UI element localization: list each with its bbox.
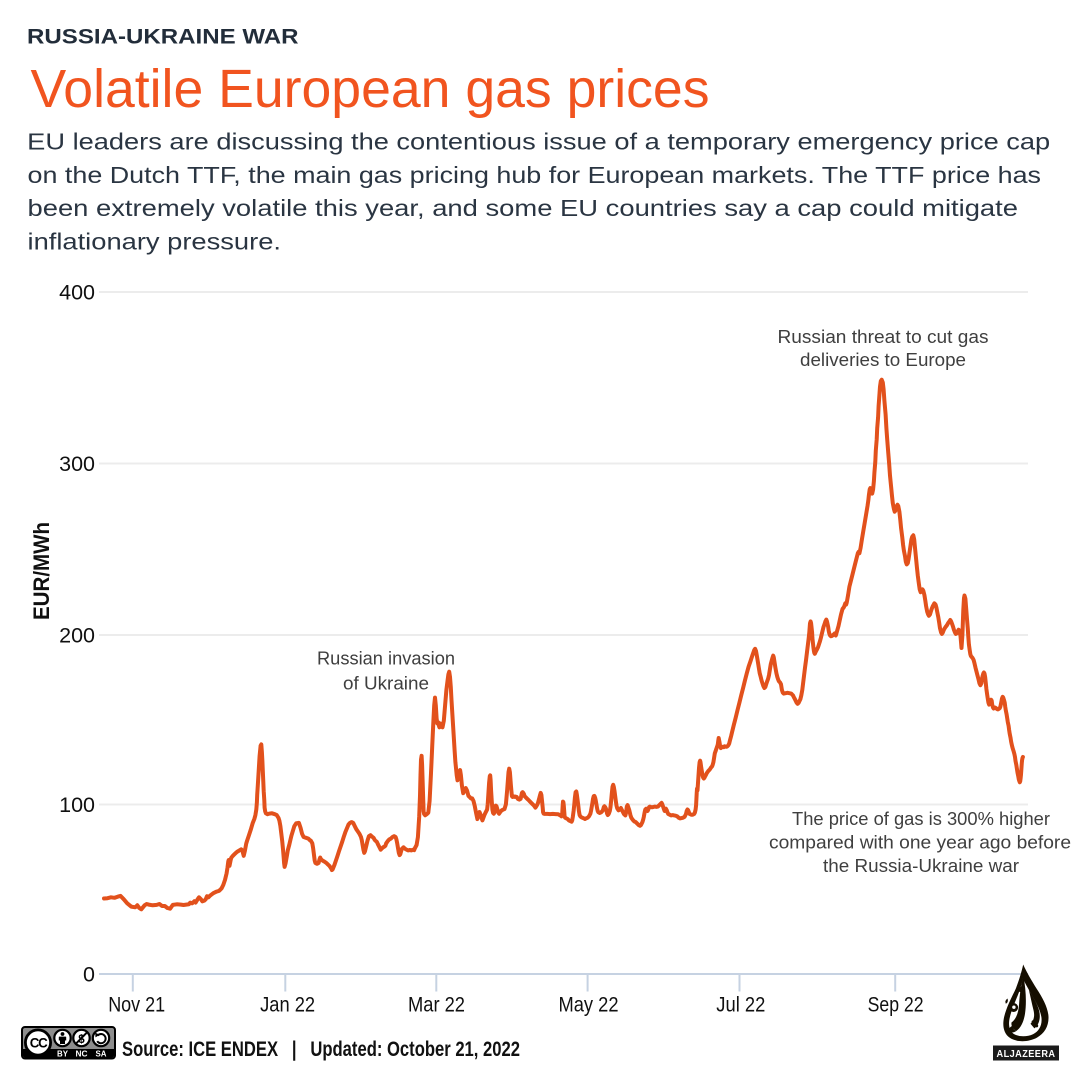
svg-text:of Ukraine: of Ukraine (343, 672, 429, 693)
svg-text:Jul 22: Jul 22 (716, 993, 765, 1017)
svg-text:RUSSIA-UKRAINE WAR: RUSSIA-UKRAINE WAR (27, 25, 299, 49)
svg-text:on the Dutch TTF, the main gas: on the Dutch TTF, the main gas pricing h… (28, 162, 1042, 188)
svg-text:Mar 22: Mar 22 (408, 993, 465, 1017)
svg-text:BY: BY (57, 1050, 69, 1059)
svg-text:May 22: May 22 (559, 993, 619, 1017)
svg-text:Russian threat to cut gas: Russian threat to cut gas (778, 326, 989, 347)
svg-text:Russian invasion: Russian invasion (317, 647, 455, 668)
svg-text:SA: SA (96, 1050, 107, 1059)
svg-text:CC: CC (30, 1035, 48, 1051)
svg-text:400: 400 (59, 281, 95, 305)
svg-text:Volatile European gas prices: Volatile European gas prices (31, 60, 710, 119)
svg-text:$: $ (78, 1034, 85, 1046)
svg-text:been extremely volatile this y: been extremely volatile this year, and s… (28, 195, 1018, 221)
svg-text:Sep 22: Sep 22 (868, 993, 924, 1017)
svg-text:EU leaders are discussing the: EU leaders are discussing the contentiou… (27, 129, 1050, 155)
svg-text:deliveries to Europe: deliveries to Europe (800, 349, 966, 370)
svg-text:ALJAZEERA: ALJAZEERA (997, 1048, 1056, 1060)
svg-text:Nov 21: Nov 21 (108, 993, 165, 1017)
svg-text:Jan 22: Jan 22 (260, 993, 315, 1017)
svg-text:100: 100 (59, 793, 95, 817)
svg-text:the Russia-Ukraine war: the Russia-Ukraine war (823, 855, 1019, 876)
svg-text:The price of gas is 300% highe: The price of gas is 300% higher (792, 808, 1050, 829)
svg-text:NC: NC (76, 1050, 88, 1059)
svg-text:compared with one year ago bef: compared with one year ago before (769, 831, 1071, 852)
svg-text:300: 300 (59, 452, 95, 476)
svg-text:inflationary pressure.: inflationary pressure. (28, 228, 282, 254)
svg-text:200: 200 (59, 624, 95, 648)
svg-text:EUR/MWh: EUR/MWh (29, 522, 54, 620)
svg-text:Source: ICE ENDEX | Update: Source: ICE ENDEX | Updated: October 21,… (122, 1037, 520, 1061)
svg-text:0: 0 (83, 963, 95, 987)
